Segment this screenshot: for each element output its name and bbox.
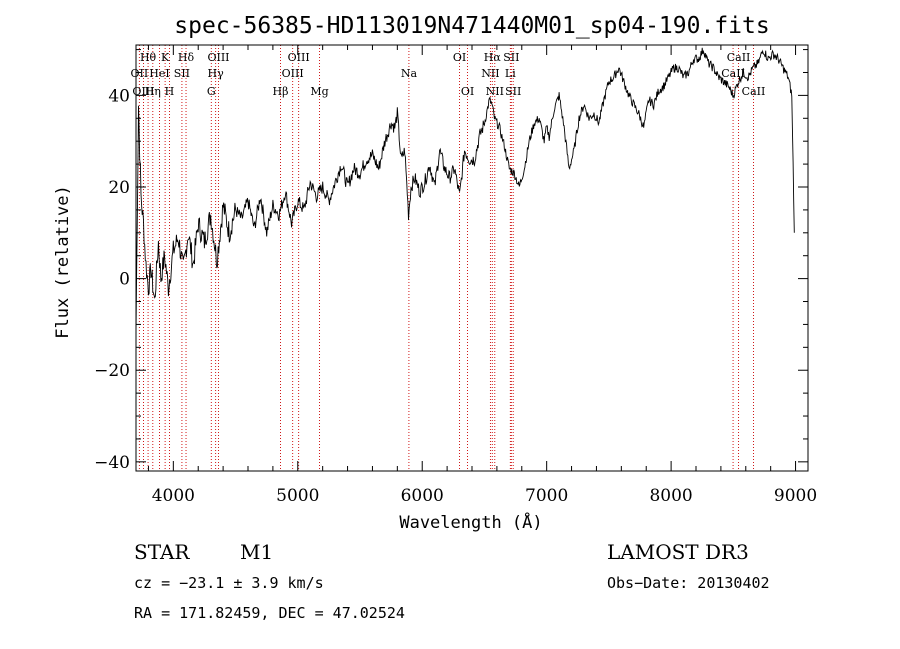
spectral-line-label: Hβ bbox=[273, 85, 289, 98]
spectral-line-label: SII bbox=[174, 67, 190, 80]
y-tick-label: −20 bbox=[94, 361, 130, 381]
spectral-line-label: Hδ bbox=[178, 51, 195, 64]
spectral-line-label: Hα bbox=[484, 51, 502, 64]
plot-frame bbox=[135, 44, 809, 472]
spectral-line-label: G bbox=[207, 85, 216, 98]
spectral-line-label: OIII bbox=[282, 67, 304, 80]
spectral-line-label: K bbox=[161, 51, 170, 64]
x-tick-label: 5000 bbox=[276, 486, 319, 506]
spectral-line-label: Hθ bbox=[140, 51, 157, 64]
x-tick-label: 7000 bbox=[525, 486, 568, 506]
spectral-line-label: Hη bbox=[145, 85, 161, 98]
chart-title: spec-56385-HD113019N471440M01_sp04-190.f… bbox=[174, 13, 769, 39]
spectral-line-label: CaII bbox=[727, 51, 751, 64]
spectral-line-label: Li bbox=[505, 67, 516, 80]
spectral-line-label: OIII bbox=[132, 85, 154, 98]
spectrum-series bbox=[135, 47, 795, 334]
spectral-line-label: SII bbox=[503, 51, 519, 64]
y-tick-label: 0 bbox=[119, 270, 130, 290]
spectral-line-label: SII bbox=[505, 85, 521, 98]
spectral-line-label: OIII bbox=[207, 51, 229, 64]
observation-date: Obs−Date: 20130402 bbox=[607, 574, 770, 592]
spectral-line-label: NII bbox=[481, 67, 499, 80]
axis-tick-labels: 4000 5000 6000 7000 8000 9000 −40 −20 0 20 40 bbox=[94, 86, 817, 506]
object-class: STAR bbox=[134, 540, 190, 564]
sky-coordinates: RA = 171.82459, DEC = 47.02524 bbox=[134, 604, 405, 622]
spectral-line-label: H bbox=[165, 85, 175, 98]
spectral-line-label: Mg bbox=[310, 85, 328, 98]
x-tick-label: 6000 bbox=[401, 486, 444, 506]
y-axis-label: Flux (relative) bbox=[53, 185, 73, 339]
spectral-line-label: OII bbox=[131, 67, 149, 80]
spectral-line-markers bbox=[138, 45, 754, 471]
spectral-line-label: CaII bbox=[721, 67, 745, 80]
spectral-line-label: CaII bbox=[742, 85, 766, 98]
x-axis-label: Wavelength (Å) bbox=[399, 511, 542, 533]
spectral-line-label: Hγ bbox=[208, 67, 225, 80]
spectral-line-label: OI bbox=[453, 51, 466, 64]
x-tick-label: 9000 bbox=[774, 486, 817, 506]
y-tick-label: −40 bbox=[94, 453, 130, 473]
x-tick-label: 8000 bbox=[649, 486, 692, 506]
spectral-line-label: HeI bbox=[149, 67, 169, 80]
spectral-line-label: Na bbox=[401, 67, 418, 80]
spectrum-line bbox=[135, 47, 795, 334]
x-tick-label: 4000 bbox=[152, 486, 195, 506]
object-subclass: M1 bbox=[240, 540, 274, 564]
spectral-line-labels: Hθ OII OIII HeI K Hη SII H Hδ OIII Hγ G OIII OIII Hβ Mg… bbox=[131, 51, 766, 98]
spectral-line-label: OIII bbox=[288, 51, 310, 64]
y-tick-label: 40 bbox=[108, 86, 130, 106]
y-tick-label: 20 bbox=[108, 178, 130, 198]
axis-ticks bbox=[136, 45, 808, 471]
redshift-velocity: cz = −23.1 ± 3.9 km/s bbox=[134, 574, 324, 592]
spectral-line-label: OI bbox=[461, 85, 474, 98]
survey-name: LAMOST DR3 bbox=[607, 540, 749, 564]
spectral-line-label: NII bbox=[486, 85, 504, 98]
